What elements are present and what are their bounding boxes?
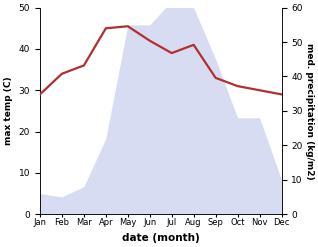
Y-axis label: max temp (C): max temp (C): [4, 77, 13, 145]
X-axis label: date (month): date (month): [122, 233, 200, 243]
Y-axis label: med. precipitation (kg/m2): med. precipitation (kg/m2): [305, 42, 314, 179]
